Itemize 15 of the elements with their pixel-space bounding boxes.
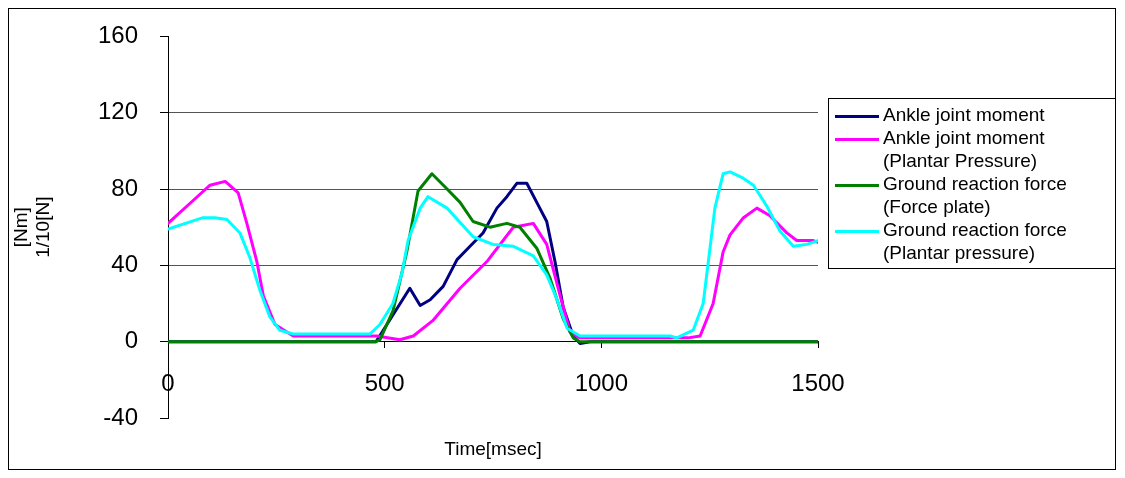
x-tick-label: 1000	[574, 368, 629, 396]
y-tick-label: 40	[111, 249, 138, 277]
y-tick-label: 0	[124, 326, 138, 354]
y-tick-label: 160	[97, 21, 138, 49]
y-tick-label: 120	[97, 97, 138, 125]
legend-label: Ankle joint moment	[883, 103, 1046, 126]
y-tick-label: -40	[103, 402, 138, 430]
legend-label: Ankle joint moment (Plantar Pressure)	[883, 126, 1046, 172]
x-axis-title: Time[msec]	[444, 438, 542, 460]
legend-label: Ground reaction force (Force plate)	[883, 172, 1068, 218]
y-tick-label: 80	[111, 173, 138, 201]
x-tick-label: 1500	[791, 368, 845, 396]
legend-label: Ground reaction force (Plantar pressure)	[883, 218, 1068, 264]
y-axis-title: [Nm] 1/10[N]	[9, 196, 54, 258]
x-tick-label: 500	[364, 368, 405, 396]
